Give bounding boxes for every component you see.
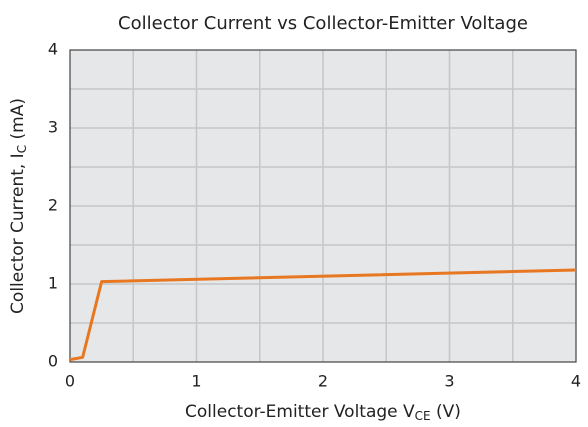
x-label-tail: (V) <box>431 402 461 422</box>
x-axis-label: Collector-Emitter Voltage VCE (V) <box>185 402 461 423</box>
x-label-sub: CE <box>415 409 431 423</box>
y-axis-label: Collector Current, IC (mA) <box>8 98 29 314</box>
x-tick-label: 3 <box>444 372 454 391</box>
line-series <box>69 268 577 362</box>
y-label-sub: C <box>15 145 29 153</box>
y-tick-label: 2 <box>48 196 58 215</box>
y-tick-label: 3 <box>48 118 58 137</box>
y-label-text: Collector Current, I <box>8 153 28 314</box>
y-tick-label: 4 <box>48 40 58 59</box>
x-tick-label: 2 <box>318 372 328 391</box>
x-label-text: Collector-Emitter Voltage V <box>185 402 415 422</box>
plot-border <box>69 49 577 363</box>
x-tick-label: 1 <box>191 372 201 391</box>
x-tick-label: 0 <box>65 372 75 391</box>
x-tick-label: 4 <box>571 372 581 391</box>
chart-title: Collector Current vs Collector-Emitter V… <box>118 13 528 34</box>
y-label-tail: (mA) <box>8 98 28 145</box>
y-tick-label: 0 <box>48 352 58 371</box>
y-tick-label: 1 <box>48 274 58 293</box>
